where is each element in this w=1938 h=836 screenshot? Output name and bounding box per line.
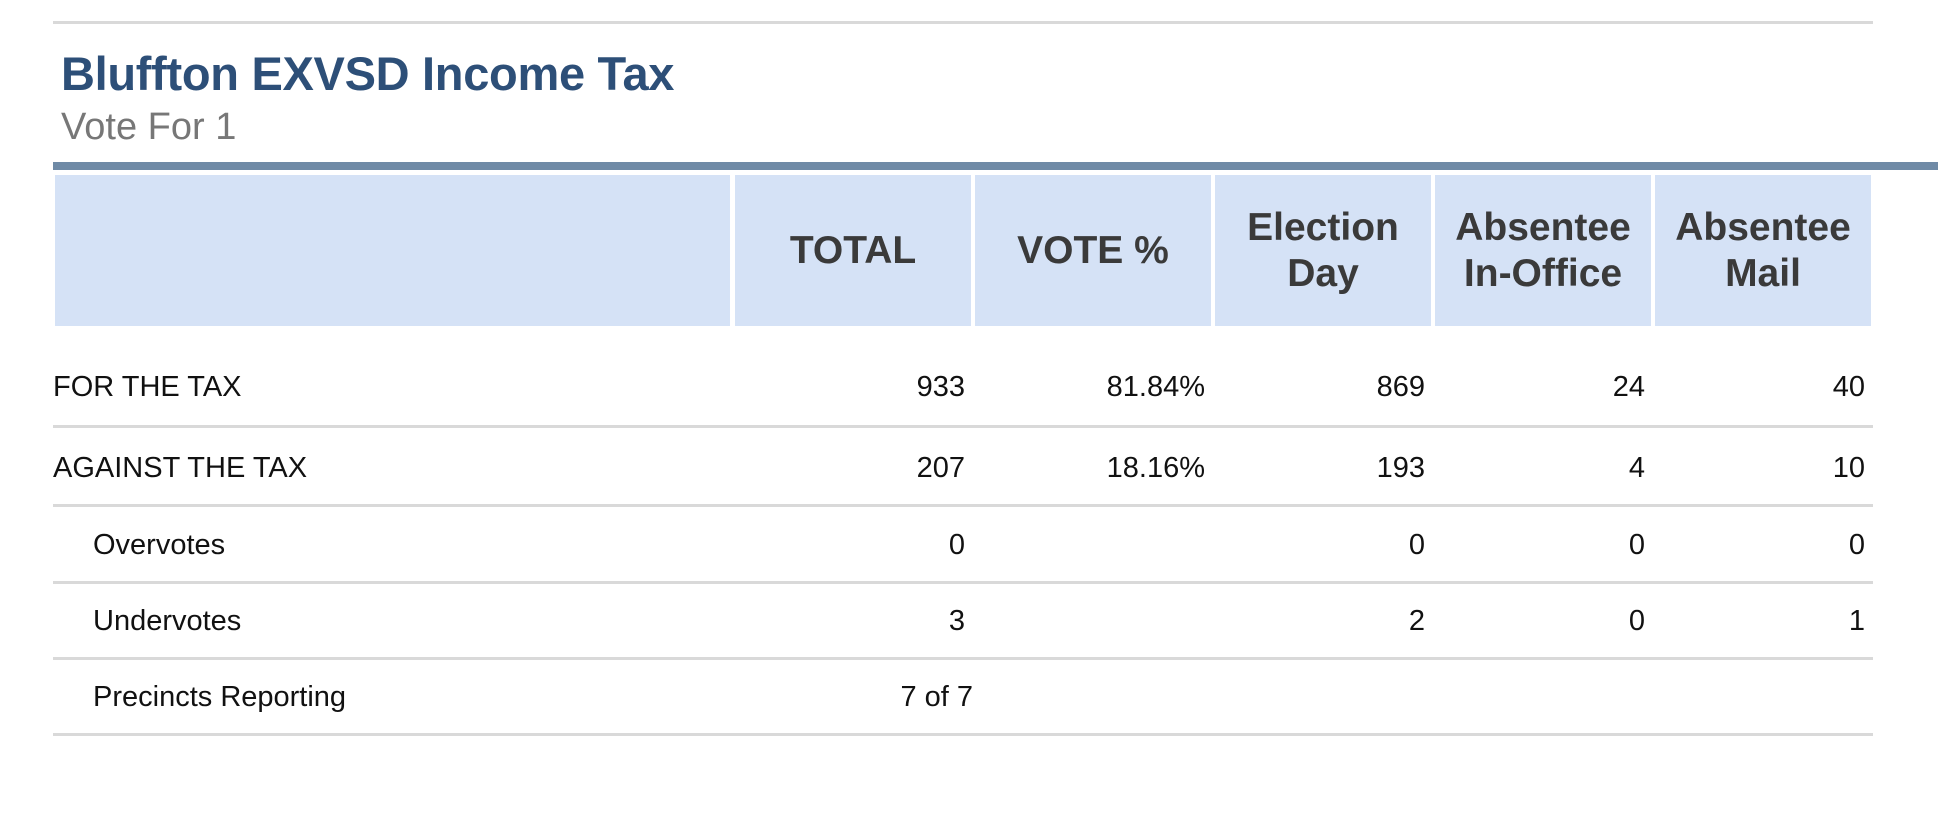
header-absentee-in-office: Absentee In-Office bbox=[1435, 175, 1651, 326]
absentee-mail-cell: 0 bbox=[1848, 528, 1865, 561]
total-cell: 3 bbox=[948, 604, 965, 637]
row-divider bbox=[53, 504, 1873, 507]
contest-subtitle: Vote For 1 bbox=[61, 106, 237, 148]
choice-name: AGAINST THE TAX bbox=[53, 451, 308, 484]
row-divider bbox=[53, 581, 1873, 584]
total-cell: 207 bbox=[916, 451, 965, 484]
contest-title: Bluffton EXVSD Income Tax bbox=[61, 47, 675, 100]
header-vote-percent: VOTE % bbox=[975, 175, 1211, 326]
row-divider bbox=[53, 657, 1873, 660]
absentee-in-office-cell: 0 bbox=[1628, 528, 1645, 561]
header-total: TOTAL bbox=[735, 175, 971, 326]
table-row: FOR THE TAX 933 81.84% 869 24 40 bbox=[53, 355, 1873, 419]
header-divider bbox=[53, 162, 1938, 170]
precincts-value: 7 of 7 bbox=[900, 680, 973, 713]
row-divider bbox=[53, 425, 1873, 428]
choice-name: Overvotes bbox=[93, 528, 226, 561]
total-cell: 933 bbox=[916, 370, 965, 403]
header-absentee-mail: Absentee Mail bbox=[1655, 175, 1871, 326]
absentee-mail-cell: 10 bbox=[1832, 451, 1865, 484]
precincts-label: Precincts Reporting bbox=[93, 680, 347, 713]
table-row: AGAINST THE TAX 207 18.16% 193 4 10 bbox=[53, 436, 1873, 500]
election-day-cell: 193 bbox=[1376, 451, 1425, 484]
vote-percent-cell: 81.84% bbox=[1106, 370, 1205, 403]
top-divider bbox=[53, 21, 1873, 24]
absentee-in-office-cell: 24 bbox=[1612, 370, 1645, 403]
absentee-mail-cell: 1 bbox=[1848, 604, 1865, 637]
vote-percent-cell: 18.16% bbox=[1106, 451, 1205, 484]
election-day-cell: 0 bbox=[1408, 528, 1425, 561]
row-divider bbox=[53, 733, 1873, 736]
election-day-cell: 869 bbox=[1376, 370, 1425, 403]
absentee-in-office-cell: 0 bbox=[1628, 604, 1645, 637]
header-choice bbox=[55, 175, 730, 326]
vote-percent-cell bbox=[975, 514, 1205, 576]
precincts-row: Precincts Reporting 7 of 7 bbox=[53, 666, 1873, 728]
vote-percent-cell bbox=[975, 590, 1205, 652]
election-day-cell: 2 bbox=[1408, 604, 1425, 637]
choice-name: Undervotes bbox=[93, 604, 242, 637]
header-election-day: Election Day bbox=[1215, 175, 1431, 326]
total-cell: 0 bbox=[948, 528, 965, 561]
absentee-mail-cell: 40 bbox=[1832, 370, 1865, 403]
table-row: Overvotes 0 0 0 0 bbox=[53, 514, 1873, 576]
absentee-in-office-cell: 4 bbox=[1628, 451, 1645, 484]
table-row: Undervotes 3 2 0 1 bbox=[53, 590, 1873, 652]
choice-name: FOR THE TAX bbox=[53, 370, 242, 403]
